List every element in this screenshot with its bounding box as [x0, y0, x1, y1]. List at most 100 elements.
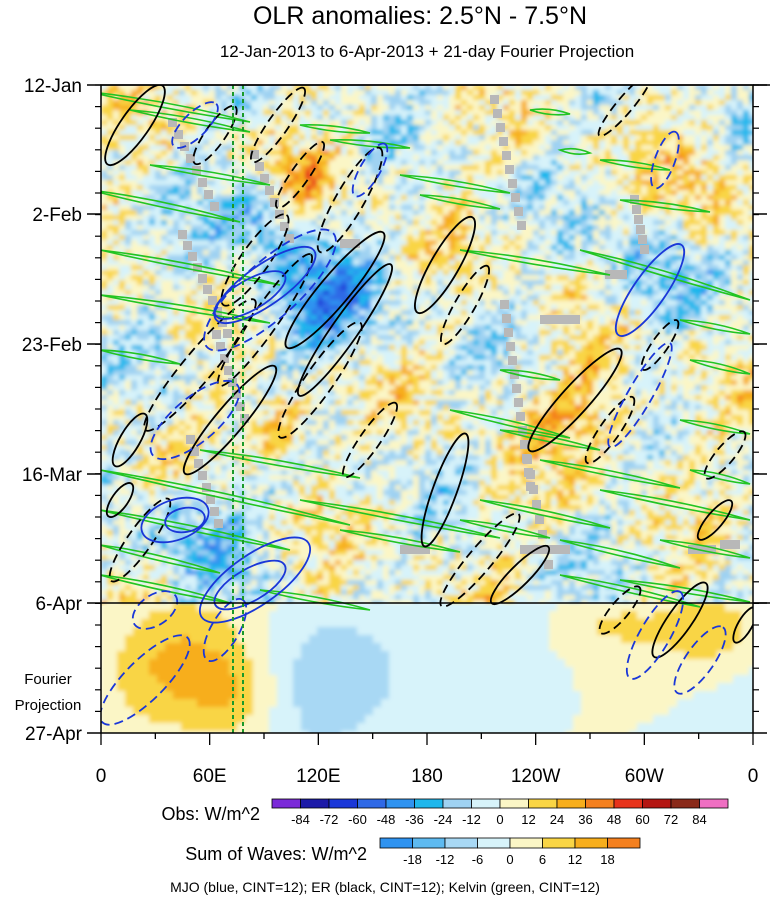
obs-cell [425, 275, 432, 281]
obs-cell [563, 310, 570, 316]
obs-cell [383, 90, 390, 96]
obs-cell [287, 110, 294, 116]
obs-cell [527, 155, 534, 161]
obs-cell [521, 210, 528, 216]
obs-cell [203, 130, 210, 136]
obs-cell [365, 285, 372, 291]
obs-cell [329, 205, 336, 211]
obs-cell [731, 155, 738, 161]
obs-cell [305, 105, 312, 111]
obs-cell [401, 205, 408, 211]
obs-cell [533, 260, 540, 266]
obs-cell [185, 195, 192, 201]
obs-cell [113, 270, 120, 276]
obs-cell [281, 240, 288, 246]
obs-cell [737, 220, 744, 226]
obs-cell [155, 295, 162, 301]
obs-cell [695, 290, 702, 296]
obs-cell [695, 225, 702, 231]
obs-cell [347, 180, 354, 186]
obs-cell [107, 155, 114, 161]
obs-cell [545, 160, 552, 166]
obs-cell [629, 85, 636, 91]
obs-cell [155, 240, 162, 246]
obs-cell [275, 260, 282, 266]
obs-cell [263, 125, 270, 131]
obs-cell [263, 225, 270, 231]
obs-cell [743, 105, 750, 111]
obs-cell [467, 145, 474, 151]
obs-cell [245, 280, 252, 286]
obs-cell [137, 310, 144, 316]
obs-cell [197, 195, 204, 201]
obs-cell [665, 185, 672, 191]
obs-cell [401, 210, 408, 216]
obs-cell [461, 250, 468, 256]
obs-cell [641, 95, 648, 101]
obs-cell [107, 110, 114, 116]
obs-cell [665, 145, 672, 151]
obs-cell [683, 290, 690, 296]
obs-cell [377, 210, 384, 216]
obs-cell [449, 295, 456, 301]
obs-cell [431, 110, 438, 116]
obs-cell [413, 305, 420, 311]
obs-cell [371, 105, 378, 111]
obs-cell [407, 220, 414, 226]
obs-cell [347, 230, 354, 236]
obs-cell [353, 125, 360, 131]
obs-cell [437, 290, 444, 296]
obs-cell [497, 85, 504, 91]
obs-cell [125, 255, 132, 261]
obs-cell [701, 180, 708, 186]
obs-cell [461, 290, 468, 296]
obs-cell [671, 185, 678, 191]
obs-cell [689, 230, 696, 236]
obs-cell [413, 190, 420, 196]
obs-cell [197, 215, 204, 221]
obs-cell [743, 95, 750, 101]
obs-cell [143, 175, 150, 181]
obs-cell [125, 205, 132, 211]
obs-cell [323, 250, 330, 256]
obs-cell [623, 135, 630, 141]
obs-cell [743, 100, 750, 106]
obs-cell [137, 120, 144, 126]
obs-cell [371, 270, 378, 276]
obs-cell [311, 95, 318, 101]
obs-cell [401, 175, 408, 181]
obs-cell [671, 215, 678, 221]
obs-cell [569, 280, 576, 286]
obs-cell [581, 280, 588, 286]
obs-cell [305, 135, 312, 141]
obs-cell [485, 280, 492, 286]
obs-cell [359, 175, 366, 181]
obs-cell [503, 270, 510, 276]
obs-cell [521, 285, 528, 291]
obs-cell [437, 245, 444, 251]
obs-cell [149, 195, 156, 201]
obs-cell [545, 300, 552, 306]
obs-cell [473, 115, 480, 121]
obs-cell [293, 155, 300, 161]
obs-cell [743, 260, 750, 266]
obs-cell [671, 250, 678, 256]
obs-cell [341, 235, 348, 241]
obs-cell [179, 125, 186, 131]
obs-cell [677, 90, 684, 96]
obs-cell [263, 200, 270, 206]
obs-cell [233, 145, 240, 151]
obs-cell [509, 105, 516, 111]
obs-cell [671, 305, 678, 311]
obs-cell [689, 180, 696, 186]
obs-cell [725, 160, 732, 166]
obs-cell [347, 155, 354, 161]
obs-cell [473, 235, 480, 241]
obs-cell [605, 100, 612, 106]
obs-cell [251, 95, 258, 101]
obs-cell [503, 220, 510, 226]
obs-cell [617, 240, 624, 246]
obs-cell [509, 215, 516, 221]
obs-cell [533, 235, 540, 241]
obs-cell [503, 280, 510, 286]
